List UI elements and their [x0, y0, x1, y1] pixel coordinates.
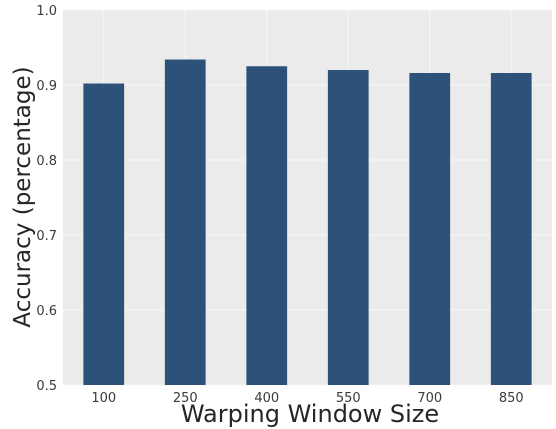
bar-250	[165, 60, 206, 386]
bar-100	[83, 84, 124, 386]
bar-400	[246, 66, 287, 385]
bar-850	[491, 73, 532, 385]
y-tick-label: 1.0	[36, 4, 57, 19]
y-tick-label: 0.9	[36, 79, 57, 94]
plot-area	[63, 10, 552, 385]
x-tick-label: 850	[499, 391, 524, 406]
bar-550	[328, 70, 369, 385]
x-axis-title: Warping Window Size	[181, 400, 439, 428]
y-tick-label: 0.7	[36, 229, 57, 244]
bar-700	[409, 73, 450, 385]
y-tick-label: 0.8	[36, 154, 57, 169]
x-tick-label: 100	[91, 391, 116, 406]
y-axis-title: Accuracy (percentage)	[10, 66, 36, 327]
y-tick-label: 0.6	[36, 304, 57, 319]
y-tick-labels: 0.5 0.6 0.7 0.8 0.9 1.0	[36, 4, 57, 394]
y-tick-label: 0.5	[36, 379, 57, 394]
